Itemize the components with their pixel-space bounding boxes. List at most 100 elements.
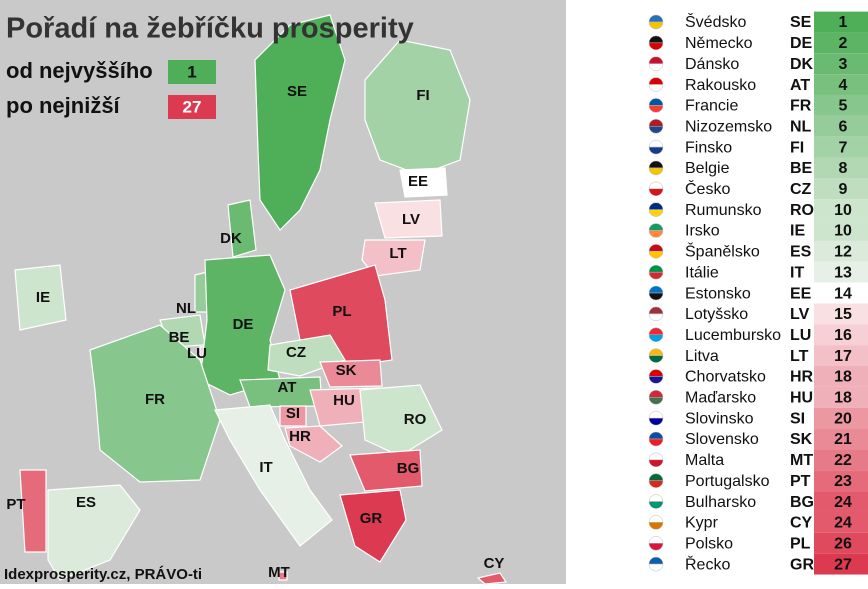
rank-value: 3: [839, 56, 848, 73]
country-region: [339, 489, 407, 563]
country-name: Itálie: [685, 264, 719, 281]
rank-value: 6: [839, 118, 848, 135]
rank-value: 24: [834, 494, 852, 511]
flag-icon: [648, 459, 664, 468]
flag-icon: [648, 327, 664, 335]
rank-value: 1: [839, 14, 848, 31]
ranking-row: Španělsko ES 12: [648, 240, 868, 262]
ranking-row: Dánsko DK 3: [648, 53, 868, 75]
flag-icon: [648, 160, 664, 169]
flag-icon: [648, 292, 664, 301]
country-name: Kypr: [685, 515, 719, 532]
country-region: [361, 239, 426, 277]
country-code: AT: [790, 77, 810, 94]
rank-value: 9: [839, 181, 848, 198]
country-code: BG: [790, 494, 814, 511]
rank-cell: [814, 532, 868, 554]
flag-icon: [648, 355, 664, 363]
rank-value: 26: [834, 535, 852, 552]
rank-cell: [814, 491, 868, 512]
map-label: PT: [6, 496, 25, 513]
country-name: Estonsko: [685, 285, 751, 302]
country-region: [364, 39, 471, 176]
rank-value: 2: [839, 35, 848, 52]
flag-icon: [648, 563, 664, 572]
flag-icon: [648, 119, 664, 127]
country-code: IE: [790, 223, 805, 240]
country-region: [214, 404, 333, 547]
country-code: ES: [790, 244, 812, 261]
rank-cell: [814, 511, 868, 533]
ranking-row: Lotyšsko LV 15: [648, 303, 868, 325]
country-region: [19, 469, 47, 553]
rank-cell: [814, 303, 868, 325]
rank-value: 23: [834, 473, 852, 490]
country-name: Polsko: [685, 535, 733, 552]
country-region: [47, 484, 141, 581]
map-label: FI: [416, 87, 429, 104]
flag-icon: [648, 42, 664, 51]
flag-icon: [648, 480, 664, 488]
flag-icon: [648, 84, 664, 92]
map-label: LV: [402, 211, 420, 228]
ranking-row: Bulharsko BG 24: [648, 491, 868, 512]
country-region: [476, 572, 508, 585]
flag-icon: [648, 431, 664, 440]
ranking-row: Kypr CY 24: [648, 511, 868, 533]
map-label: EE: [408, 173, 428, 190]
rank-cell: [814, 178, 868, 200]
country-code: LU: [790, 327, 811, 344]
flag-icon: [648, 306, 664, 315]
flag-icon: [648, 14, 664, 23]
flag-icon: [648, 181, 664, 190]
country-name: Irsko: [685, 223, 720, 240]
country-code: LT: [790, 348, 809, 365]
rank-value: 13: [834, 264, 852, 281]
ranking-row: Chorvatsko HR 18: [648, 366, 868, 387]
source: Idexprosperity.cz, PRÁVO-ti: [4, 566, 202, 583]
country-name: Česko: [685, 179, 730, 198]
country-code: SK: [790, 431, 813, 448]
flag-icon: [648, 313, 664, 322]
country-name: Litva: [685, 348, 719, 365]
flag-icon: [648, 473, 664, 481]
country-name: Dánsko: [685, 56, 739, 73]
ranking-row: Belgie BE 8: [648, 157, 868, 179]
map-label: FR: [145, 391, 165, 408]
country-name: Rumunsko: [685, 202, 762, 219]
rank-cell: [814, 261, 868, 283]
country-region: [278, 571, 288, 581]
country-name: Bulharsko: [685, 494, 756, 511]
legend-swatch: [168, 95, 216, 119]
map-label: DK: [220, 230, 242, 247]
rank-cell: [814, 53, 868, 75]
flag-icon: [648, 452, 664, 461]
map-label: GR: [360, 510, 383, 527]
map-label: CZ: [286, 344, 306, 361]
rank-cell: [814, 115, 868, 137]
country-region: [89, 324, 221, 483]
country-name: Rakousko: [685, 77, 756, 94]
flag-icon: [648, 105, 664, 113]
country-code: PT: [790, 473, 811, 490]
ranking-row: Rumunsko RO 10: [648, 199, 868, 221]
ranking-row: Malta MT 22: [648, 449, 868, 471]
map-label: IT: [259, 459, 272, 476]
ranking-row: Slovinsko SI 20: [648, 407, 868, 429]
rank-cell: [814, 428, 868, 450]
flag-icon: [648, 522, 664, 530]
flag-icon: [648, 334, 664, 342]
country-name: Řecko: [685, 554, 730, 573]
map-label: ES: [76, 494, 96, 511]
flag-icon: [648, 515, 664, 523]
ranking-row: Česko CZ 9: [648, 178, 868, 200]
flag-icon: [648, 230, 664, 238]
map-label: NL: [176, 300, 196, 317]
map-label: PL: [332, 303, 351, 320]
rank-value: 10: [834, 223, 852, 240]
country-name: Francie: [685, 98, 738, 115]
flag-icon: [648, 188, 664, 197]
country-name: Finsko: [685, 139, 732, 156]
